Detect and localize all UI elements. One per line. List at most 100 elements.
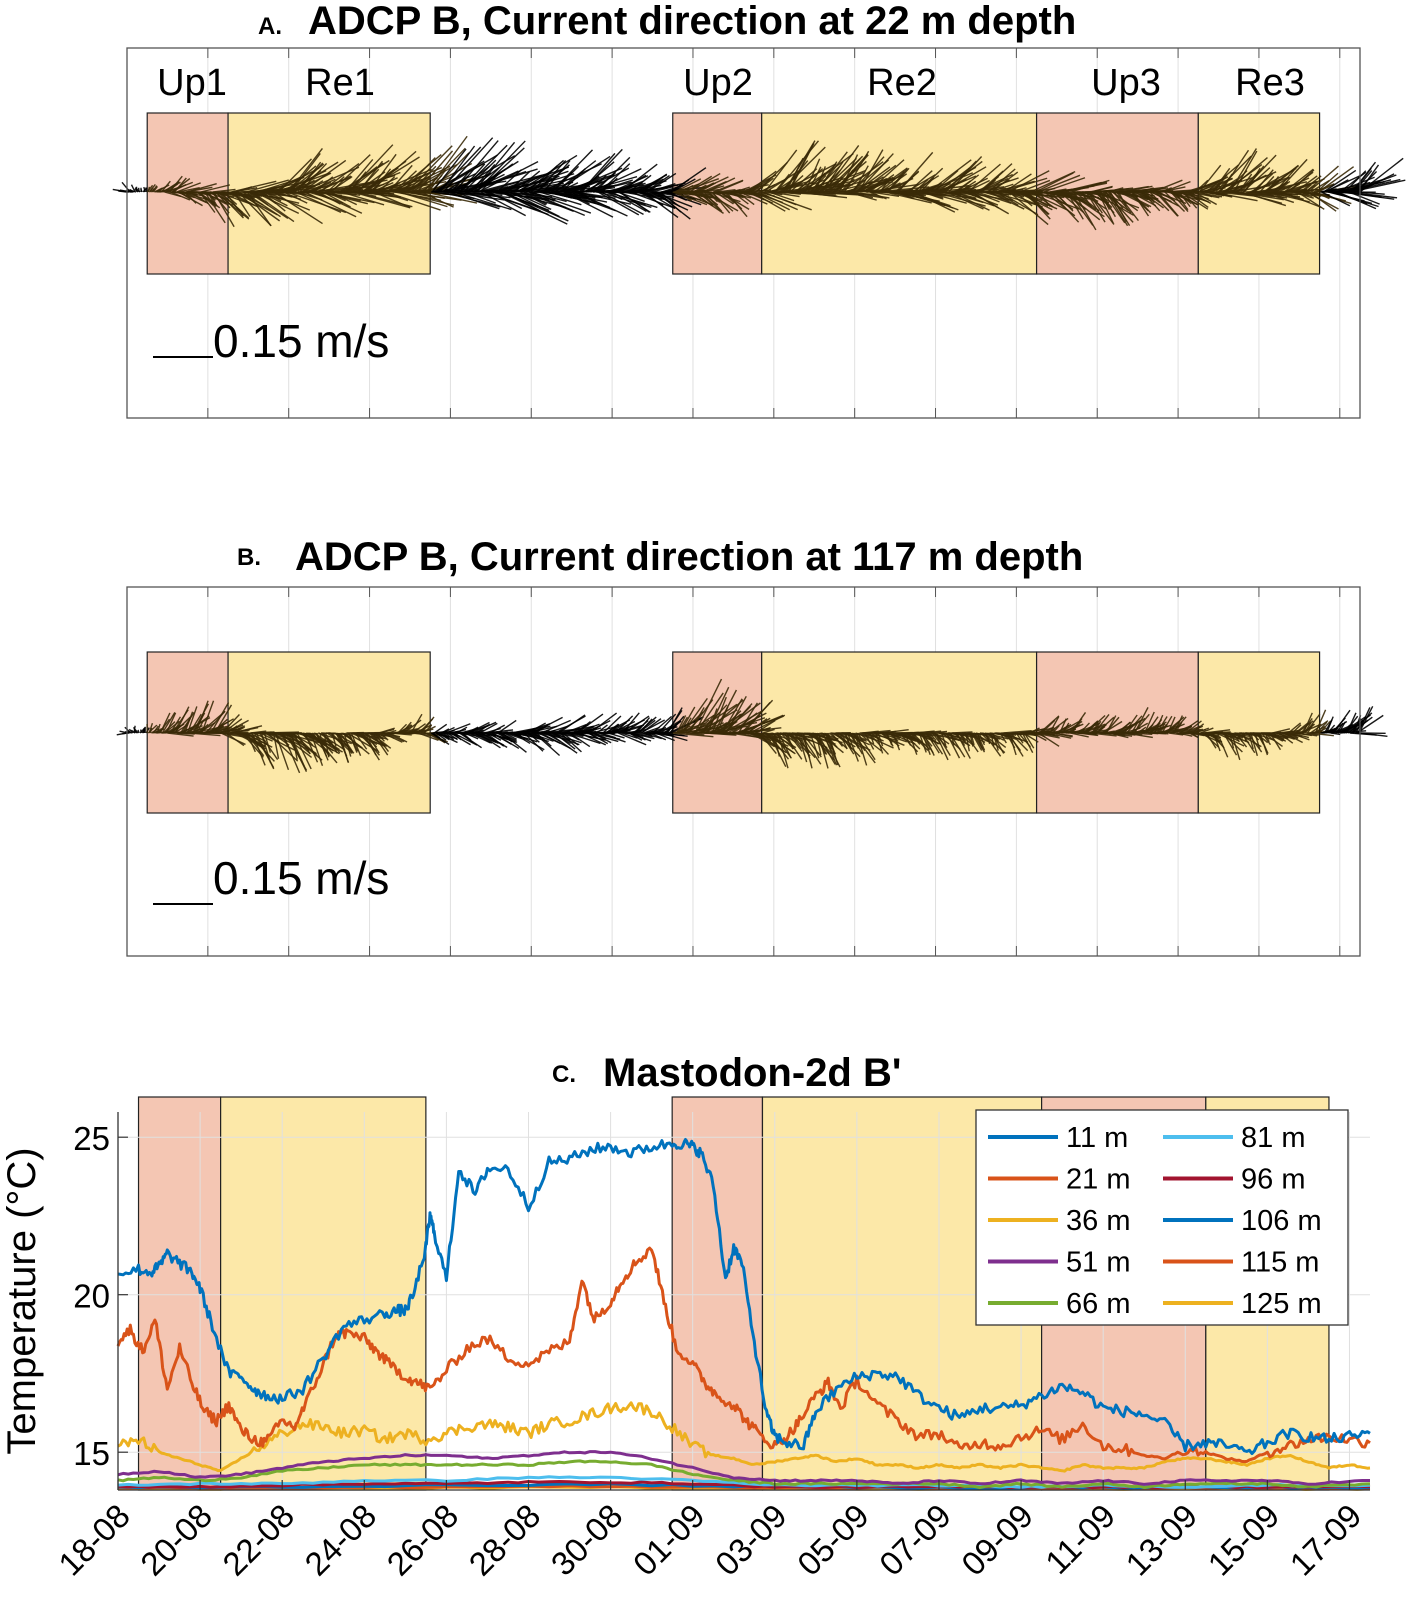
current-stick xyxy=(297,161,322,193)
current-stick xyxy=(1097,191,1114,224)
current-stick xyxy=(658,713,677,734)
current-stick xyxy=(380,732,389,741)
legend: 11 m 21 m 36 m 51 m 66 m 81 m 96 m 106 m 115 m 12… xyxy=(975,1109,1349,1326)
current-stick xyxy=(487,732,502,741)
current-stick xyxy=(1093,714,1110,734)
current-stick xyxy=(558,714,586,734)
current-stick xyxy=(1250,732,1259,757)
current-stick xyxy=(593,179,634,193)
current-stick xyxy=(868,173,895,193)
panel-a-letter: A. xyxy=(258,13,282,40)
current-stick xyxy=(423,191,478,204)
current-stick xyxy=(1105,191,1129,227)
current-stick xyxy=(401,157,436,193)
current-stick xyxy=(575,720,591,734)
current-stick xyxy=(956,732,971,759)
current-stick xyxy=(477,732,501,749)
current-stick xyxy=(1056,723,1072,734)
current-stick xyxy=(1353,170,1373,193)
current-stick xyxy=(1173,715,1184,734)
current-stick xyxy=(1185,720,1202,734)
current-stick xyxy=(685,732,705,736)
current-stick xyxy=(474,732,493,744)
current-stick xyxy=(1346,712,1357,734)
current-stick xyxy=(214,704,233,734)
current-stick xyxy=(1222,732,1238,756)
current-stick xyxy=(701,714,715,734)
current-stick xyxy=(1232,732,1240,743)
current-stick xyxy=(174,706,190,734)
current-stick xyxy=(1026,191,1046,212)
current-stick xyxy=(725,191,748,218)
current-stick xyxy=(561,168,586,193)
current-stick xyxy=(488,191,523,210)
current-stick xyxy=(980,163,1013,193)
current-stick xyxy=(674,178,702,193)
current-stick xyxy=(762,728,775,734)
current-stick xyxy=(541,719,571,734)
current-stick xyxy=(1156,716,1168,734)
current-stick xyxy=(875,732,884,754)
current-stick xyxy=(646,191,676,209)
current-stick xyxy=(563,191,614,218)
current-stick xyxy=(1038,732,1060,747)
current-stick xyxy=(807,166,822,193)
current-stick xyxy=(698,182,716,193)
current-stick xyxy=(707,191,719,203)
current-stick xyxy=(1087,191,1103,214)
current-stick xyxy=(1008,732,1017,756)
current-stick xyxy=(1130,723,1138,734)
current-stick xyxy=(840,178,855,193)
current-stick xyxy=(1276,158,1308,193)
current-stick xyxy=(453,191,512,211)
current-stick xyxy=(398,191,448,208)
current-stick xyxy=(807,191,836,196)
x-tick-label: 13-09 xyxy=(1118,1497,1204,1583)
current-stick xyxy=(1090,732,1117,737)
current-stick xyxy=(764,149,798,193)
current-stick xyxy=(628,732,643,741)
current-stick xyxy=(1054,191,1074,212)
current-stick xyxy=(922,732,935,756)
current-stick xyxy=(858,149,884,193)
current-stick xyxy=(401,721,412,734)
current-stick xyxy=(152,186,159,193)
current-stick xyxy=(1261,732,1272,746)
current-stick xyxy=(814,166,826,193)
current-stick xyxy=(643,191,679,218)
current-stick xyxy=(919,177,935,193)
current-stick xyxy=(877,732,884,747)
current-stick xyxy=(1105,715,1117,734)
current-stick xyxy=(465,191,497,204)
current-stick xyxy=(470,163,496,193)
current-stick xyxy=(433,723,448,734)
current-stick xyxy=(246,732,256,753)
current-stick xyxy=(189,191,209,205)
current-stick xyxy=(1316,172,1339,193)
current-stick xyxy=(313,176,334,193)
current-stick xyxy=(1352,167,1372,193)
current-stick xyxy=(886,732,893,746)
current-stick xyxy=(478,161,539,193)
current-stick xyxy=(879,177,892,193)
current-stick xyxy=(147,186,151,193)
current-stick xyxy=(177,187,200,193)
current-stick xyxy=(554,732,576,750)
current-stick xyxy=(1091,186,1113,193)
current-stick xyxy=(977,732,982,745)
current-stick xyxy=(908,732,918,755)
current-stick xyxy=(485,732,505,747)
current-stick xyxy=(1031,191,1054,208)
current-stick xyxy=(1178,191,1191,208)
current-stick xyxy=(737,191,755,206)
current-stick xyxy=(838,154,859,193)
current-stick xyxy=(707,708,718,734)
current-stick xyxy=(448,191,500,210)
current-stick xyxy=(160,180,171,193)
current-stick xyxy=(416,150,454,193)
current-stick xyxy=(1019,179,1051,193)
current-stick xyxy=(385,191,441,211)
current-stick xyxy=(1112,191,1132,214)
current-stick xyxy=(711,191,731,214)
